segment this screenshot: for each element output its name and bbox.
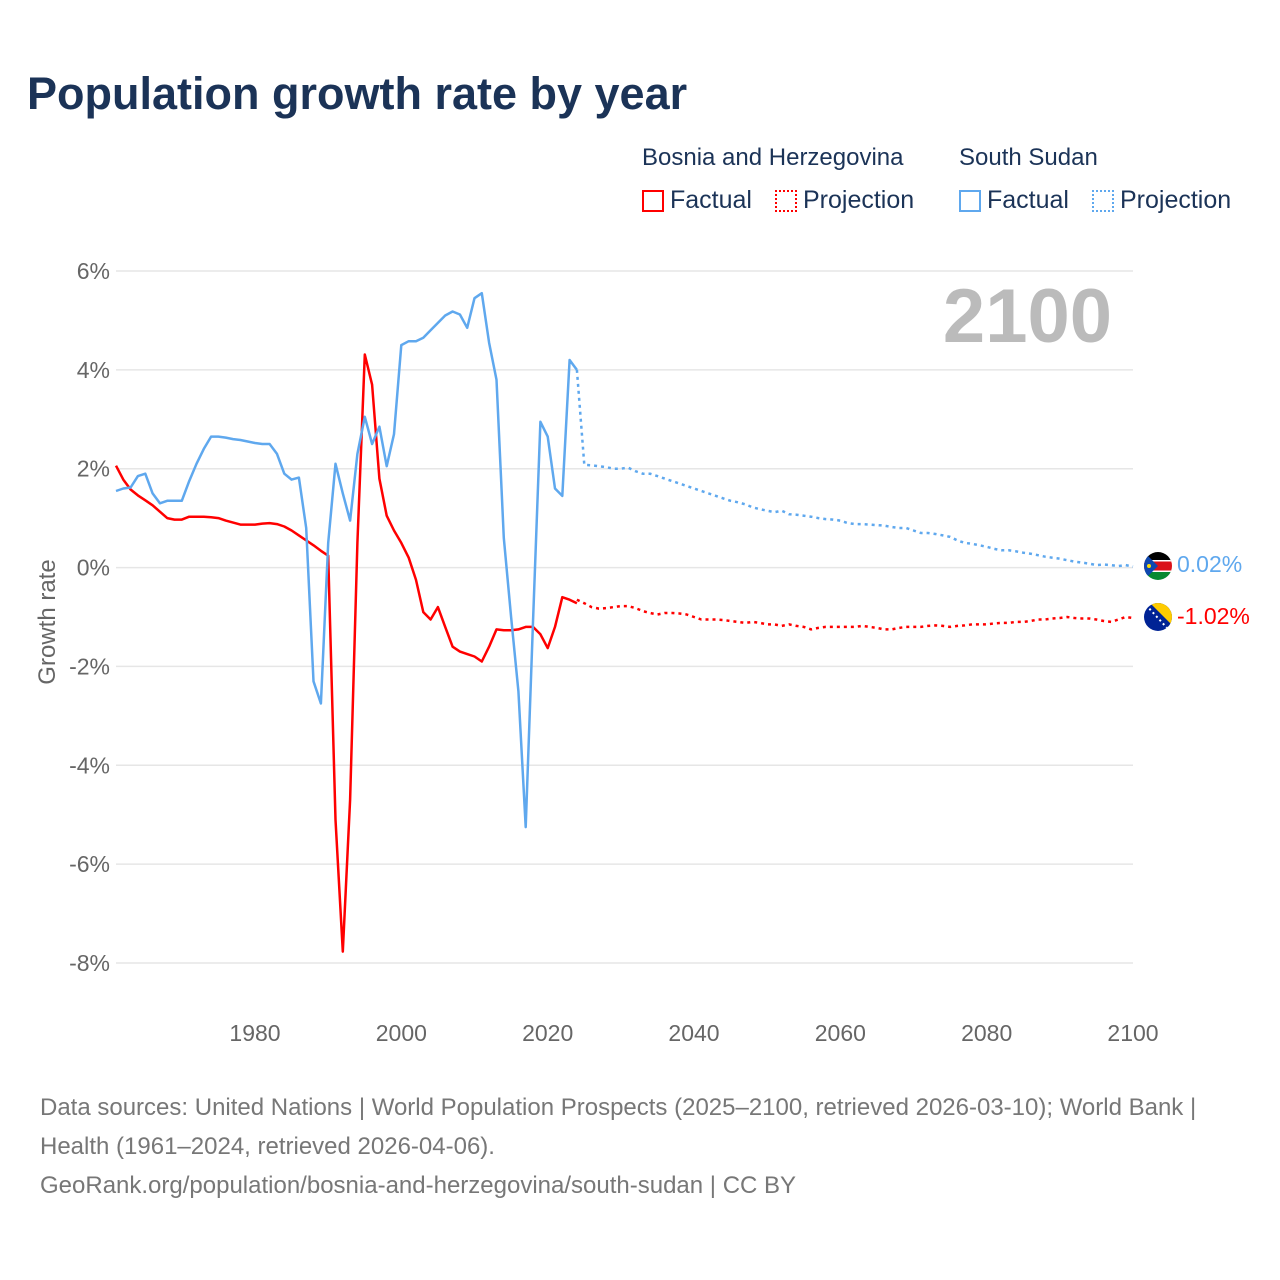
legend-group-title: South Sudan: [959, 144, 1098, 171]
legend-swatch-solid: [959, 189, 981, 212]
bosnia-projection-line: [576, 598, 1134, 631]
y-tick-label: 2%: [77, 456, 110, 482]
x-tick-labels: 1980 2000 2020 2040 2060 2080 2100: [229, 1020, 1158, 1046]
chart-title: Population growth rate by year: [27, 68, 688, 119]
bosnia-flag-icon: [1144, 603, 1172, 631]
y-axis-label: Growth rate: [34, 559, 61, 684]
grid: [116, 270, 1133, 964]
legend-label: Projection: [1120, 186, 1232, 214]
legend-group-bosnia: Bosnia and Herzegovina: [642, 144, 904, 172]
series-lines: [114, 291, 1134, 953]
legend-swatch-dotted: [1092, 189, 1114, 212]
legend-swatch-solid: [642, 189, 664, 212]
source-text: Data sources: United Nations | World Pop…: [40, 1094, 1197, 1160]
year-watermark: 2100: [943, 274, 1112, 359]
x-tick-label: 2080: [961, 1020, 1012, 1046]
y-tick-label: 6%: [77, 258, 110, 284]
y-tick-label: -4%: [69, 752, 110, 778]
legend-bosnia-projection[interactable]: Projection: [775, 186, 914, 215]
legend-swatch-dotted: [775, 189, 797, 212]
south-sudan-projection-line: [575, 369, 1134, 568]
x-tick-label: 2100: [1107, 1020, 1158, 1046]
y-tick-label: -6%: [69, 851, 110, 877]
y-tick-label: 0%: [77, 555, 110, 581]
legend-bosnia-factual[interactable]: Factual: [642, 186, 752, 215]
x-tick-label: 2040: [668, 1020, 719, 1046]
legend-group-south-sudan: South Sudan: [959, 144, 1098, 172]
legend-label: Factual: [670, 186, 752, 214]
source-link[interactable]: GeoRank.org/population/bosnia-and-herzeg…: [40, 1172, 797, 1199]
bosnia-factual-line: [114, 353, 578, 953]
y-tick-label: 4%: [77, 357, 110, 383]
legend-label: Factual: [987, 186, 1069, 214]
south-sudan-end-label: 0.02%: [1177, 551, 1242, 577]
south-sudan-flag-icon: [1144, 552, 1172, 580]
x-tick-label: 2060: [815, 1020, 866, 1046]
x-tick-label: 1980: [229, 1020, 280, 1046]
data-source-note: Data sources: United Nations | World Pop…: [40, 1088, 1240, 1205]
bosnia-end-label: -1.02%: [1177, 603, 1250, 629]
y-tick-label: -8%: [69, 950, 110, 976]
x-tick-label: 2000: [376, 1020, 427, 1046]
y-tick-label: -2%: [69, 653, 110, 679]
south-sudan-factual-line: [115, 291, 578, 829]
legend-group-title: Bosnia and Herzegovina: [642, 144, 904, 171]
y-tick-labels: 6% 4% 2% 0% -2% -4% -6% -8%: [69, 258, 110, 976]
legend-label: Projection: [803, 186, 915, 214]
x-tick-label: 2020: [522, 1020, 573, 1046]
legend-south-sudan-factual[interactable]: Factual: [959, 186, 1069, 215]
legend-south-sudan-projection[interactable]: Projection: [1092, 186, 1231, 215]
